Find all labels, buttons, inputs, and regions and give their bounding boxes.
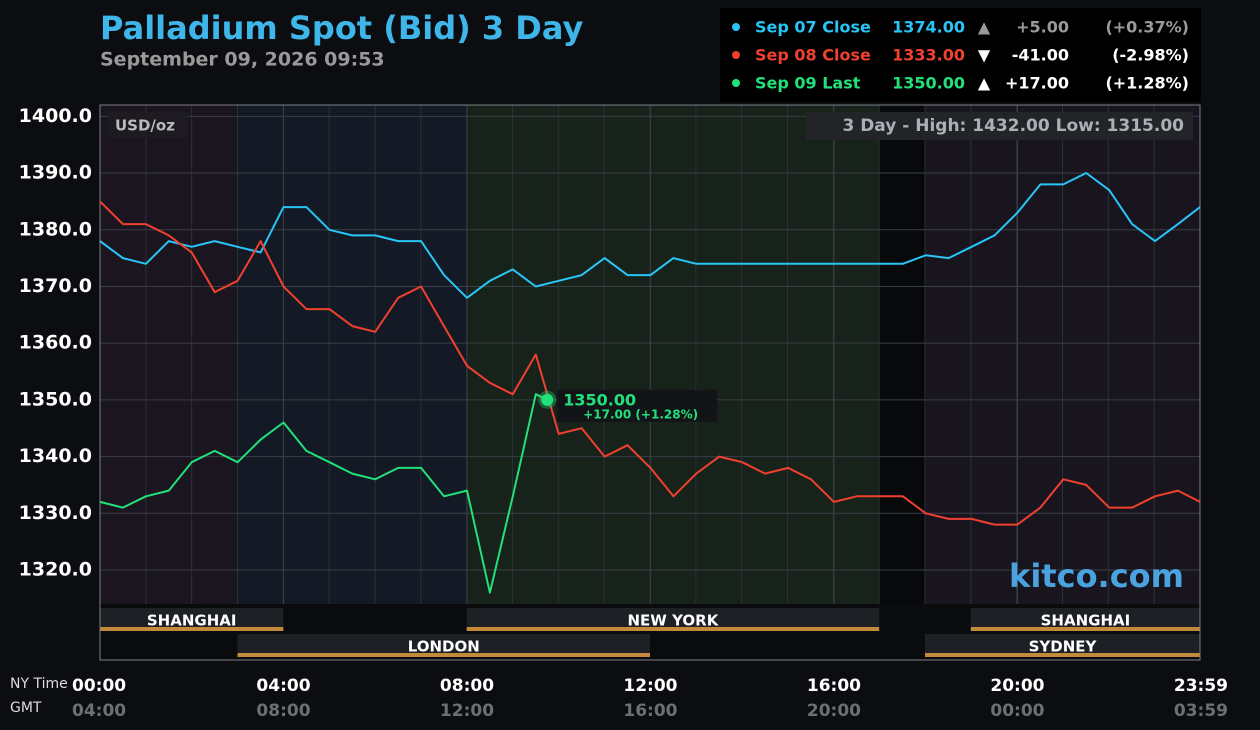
gmt-tick-label: 03:59 xyxy=(1174,701,1228,721)
session-bar xyxy=(237,634,650,656)
legend-change-pct: (-2.98%) xyxy=(1112,46,1189,65)
session-label: SYDNEY xyxy=(1029,638,1098,656)
y-tick-label: 1400.0 xyxy=(19,105,92,127)
session-label: LONDON xyxy=(408,638,480,656)
x-tick-label: 20:00 xyxy=(990,676,1044,696)
y-tick-label: 1370.0 xyxy=(19,275,92,297)
session-shade xyxy=(100,105,238,604)
x-tick-label: 12:00 xyxy=(623,676,677,696)
x-axis-label: NY Time xyxy=(10,676,68,692)
range-bg xyxy=(806,112,1193,140)
session-line xyxy=(925,653,1200,657)
unit-label: USD/oz xyxy=(115,117,175,135)
session-shade xyxy=(466,105,880,604)
legend-name: Sep 08 Close xyxy=(755,46,871,65)
y-tick-label: 1380.0 xyxy=(19,218,92,240)
last-point xyxy=(541,393,554,406)
y-tick-label: 1390.0 xyxy=(19,162,92,184)
series-line xyxy=(99,172,1201,299)
unit-bg xyxy=(108,112,188,138)
legend-last: 1374.00 xyxy=(892,18,965,37)
gmt-tick-label: 12:00 xyxy=(440,701,494,721)
session-bar xyxy=(466,608,880,630)
range-note: 3 Day - High: 1432.00 Low: 1315.00 xyxy=(842,116,1184,136)
legend-dot xyxy=(732,51,740,59)
legend-arrow: ▲ xyxy=(978,18,991,37)
legend-change: -41.00 xyxy=(1012,46,1069,65)
legend-arrow: ▼ xyxy=(978,46,991,65)
y-tick-label: 1330.0 xyxy=(19,502,92,524)
legend-arrow: ▲ xyxy=(978,74,991,93)
session-line xyxy=(100,627,284,631)
chart-title: Palladium Spot (Bid) 3 Day xyxy=(100,9,583,47)
annotation-change: +17.00 (+1.28%) xyxy=(583,407,698,421)
y-tick-label: 1350.0 xyxy=(19,388,92,410)
session-line xyxy=(466,627,880,631)
series-line xyxy=(99,393,548,594)
gmt-tick-label: 08:00 xyxy=(256,701,310,721)
gmt-tick-label: 00:00 xyxy=(990,701,1044,721)
legend-dot xyxy=(732,79,740,87)
legend-name: Sep 07 Close xyxy=(755,18,871,37)
legend-change: +17.00 xyxy=(1005,74,1069,93)
session-label: SHANGHAI xyxy=(1041,612,1131,630)
legend-change-pct: (+1.28%) xyxy=(1105,74,1189,93)
x-tick-label: 00:00 xyxy=(72,676,126,696)
legend-change: +5.00 xyxy=(1016,18,1069,37)
gmt-tick-label: 20:00 xyxy=(807,701,861,721)
y-tick-label: 1360.0 xyxy=(19,332,92,354)
legend-name: Sep 09 Last xyxy=(755,74,861,93)
session-bar xyxy=(970,608,1200,630)
chart-subtitle: September 09, 2026 09:53 xyxy=(100,49,385,71)
legend-box xyxy=(720,8,1201,102)
annotation-value: 1350.00 xyxy=(563,390,636,409)
series-line xyxy=(99,200,1201,526)
legend-last: 1350.00 xyxy=(892,74,965,93)
legend-last: 1333.00 xyxy=(892,46,965,65)
session-shade xyxy=(879,105,925,604)
x-tick-label: 08:00 xyxy=(440,676,494,696)
legend-change-pct: (+0.37%) xyxy=(1105,18,1189,37)
x-tick-label: 04:00 xyxy=(256,676,310,696)
y-tick-label: 1320.0 xyxy=(19,558,92,580)
plot-frame xyxy=(99,104,1201,661)
watermark: kitco.com xyxy=(1009,557,1184,595)
gmt-tick-label: 04:00 xyxy=(72,701,126,721)
session-label: NEW YORK xyxy=(628,612,720,630)
gmt-tick-label: 16:00 xyxy=(623,701,677,721)
x-tick-label: 16:00 xyxy=(807,676,861,696)
legend-dot xyxy=(732,23,740,31)
x-tick-label: 23:59 xyxy=(1174,676,1228,696)
session-shade xyxy=(237,105,467,604)
session-bar xyxy=(925,634,1200,656)
annotation-box xyxy=(557,389,718,422)
session-label: SHANGHAI xyxy=(147,612,237,630)
y-tick-label: 1340.0 xyxy=(19,445,92,467)
x2-axis-label: GMT xyxy=(10,700,42,716)
session-line xyxy=(970,627,1200,631)
session-line xyxy=(237,653,650,657)
session-bar xyxy=(100,608,284,630)
